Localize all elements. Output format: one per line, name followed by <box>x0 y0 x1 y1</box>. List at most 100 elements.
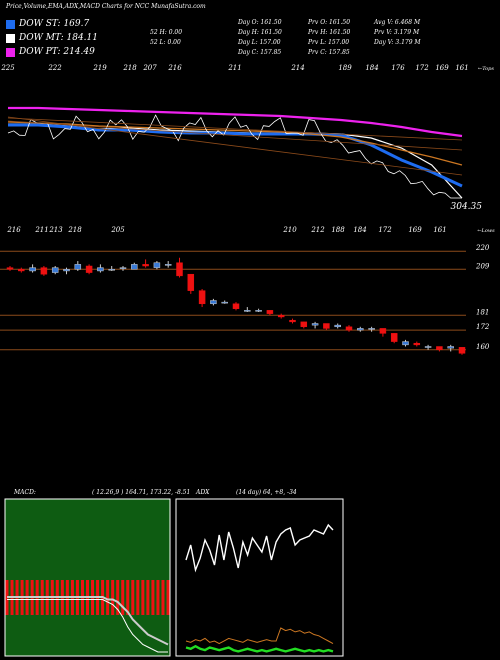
macd-histogram-bar <box>141 580 145 615</box>
candlestick-panel: 220 209 181 172 160 <box>0 244 490 355</box>
level-label: 209 <box>475 262 490 270</box>
adx-plus-di-line <box>185 627 334 645</box>
adx-frame <box>175 498 344 657</box>
lows-label: 212 <box>310 226 325 234</box>
tops-label: 161 <box>455 64 468 72</box>
macd-histogram-bar <box>106 580 110 615</box>
stats-52w-low: 52 L: 0.00 <box>150 39 181 46</box>
lows-label: 161 <box>433 226 446 234</box>
tops-label: 189 <box>338 64 352 72</box>
candle-body <box>142 264 149 267</box>
dow-pt-label: DOW PT: 214.49 <box>19 47 95 57</box>
macd-macd-line <box>7 599 168 653</box>
tops-word: ←Tops <box>478 66 494 72</box>
macd-histogram-bar <box>126 580 130 615</box>
stats-day-close: Day C: 157.85 <box>238 49 282 56</box>
dow-pt-swatch <box>6 47 15 57</box>
lows-label: 210 <box>282 226 297 234</box>
lows-label: 205 <box>110 226 125 234</box>
stats-day-high: Day H: 161.50 <box>238 29 282 36</box>
tops-label: 219 <box>92 64 107 72</box>
candle-body <box>266 310 274 314</box>
macd-histogram-bar <box>161 580 165 615</box>
macd-label: MACD: <box>14 489 36 496</box>
adx-values: (14 day) 64, +8, -34 <box>236 489 297 496</box>
candle-body <box>379 328 387 334</box>
macd-histogram-bar <box>146 580 150 615</box>
lows-label: 216 <box>6 226 21 234</box>
dow-mt-label: DOW MT: 184.11 <box>19 33 98 43</box>
candle-body <box>63 269 70 272</box>
adx-label: ADX <box>196 489 210 496</box>
ema-line <box>8 106 463 138</box>
dow-st-legend: DOW ST: 169.7 <box>6 19 89 29</box>
candle-body <box>368 328 375 330</box>
level-label: 172 <box>476 323 490 331</box>
lows-label: 184 <box>353 226 366 234</box>
macd-histogram-bar <box>131 580 135 615</box>
candle-body <box>300 321 308 328</box>
candle-body <box>187 273 195 291</box>
tops-label: 216 <box>167 64 182 72</box>
candle-body <box>289 319 296 323</box>
stats-day-open: Day O: 161.50 <box>238 19 282 26</box>
stats-day-volume: Day V: 3.179 M <box>374 39 421 46</box>
candle-body <box>40 267 48 275</box>
dow-pt-legend: DOW PT: 214.49 <box>6 47 95 57</box>
tops-label: 225 <box>0 64 15 72</box>
dow-st-swatch <box>6 19 15 29</box>
candle-body <box>255 310 262 312</box>
candle-body <box>345 326 353 331</box>
candle-body <box>402 341 409 346</box>
ema-line-secondary <box>7 116 463 176</box>
page-title: Price,Volume,EMA,ADX,MACD Charts for NCC… <box>6 3 206 10</box>
tops-label: 211 <box>227 64 241 72</box>
tops-label: 214 <box>290 64 304 72</box>
last-price-label: 304.35 <box>451 202 483 212</box>
lows-label: 169 <box>408 226 422 234</box>
macd-histogram-bar <box>151 580 155 615</box>
candle-body <box>232 303 240 309</box>
candle-body <box>29 267 36 272</box>
adx-adx-line <box>185 523 334 573</box>
candle-body <box>334 324 341 328</box>
stats-avg-volume: Avg V: 6.468 M <box>374 19 421 26</box>
tops-label: 207 <box>142 64 157 72</box>
candle-body <box>390 333 398 342</box>
stats-prev-open: Prv O: 161.50 <box>308 19 351 26</box>
macd-histogram-bar <box>166 580 170 615</box>
dow-st-label: DOW ST: 169.7 <box>19 19 90 29</box>
candle-body <box>424 346 432 348</box>
candle-body <box>277 315 285 318</box>
candle-body <box>85 265 93 273</box>
macd-histogram-bar <box>136 580 140 615</box>
level-label: 181 <box>476 308 489 316</box>
price-trace-line <box>7 114 462 199</box>
candle-body <box>413 342 421 346</box>
candle-body <box>97 267 104 272</box>
level-label: 220 <box>475 244 490 252</box>
candle-body <box>311 323 319 326</box>
dow-mt-legend: DOW MT: 184.11 <box>6 33 98 43</box>
tops-label: 222 <box>47 64 62 72</box>
candle-body <box>323 323 330 329</box>
candle-body <box>357 328 364 331</box>
adx-minus-di-line <box>185 644 334 653</box>
macd-histogram-bar <box>116 580 120 615</box>
candle-body <box>74 264 82 270</box>
tops-label: 218 <box>122 64 137 72</box>
macd-values: ( 12.26,9 ) 164.71, 173.22, -8.51 <box>92 489 191 496</box>
ema-line-secondary <box>7 117 463 141</box>
macd-histogram-bar <box>111 580 115 615</box>
candle-body <box>164 264 172 266</box>
tops-label: 184 <box>365 64 378 72</box>
lows-label: 218 <box>67 226 82 234</box>
macd-histogram-bar <box>121 580 125 615</box>
ema-line <box>8 123 463 188</box>
candle-body <box>119 267 127 269</box>
candle-body <box>6 267 14 270</box>
candle-body <box>458 347 466 354</box>
stats-day-low: Day L: 157.00 <box>238 39 281 46</box>
